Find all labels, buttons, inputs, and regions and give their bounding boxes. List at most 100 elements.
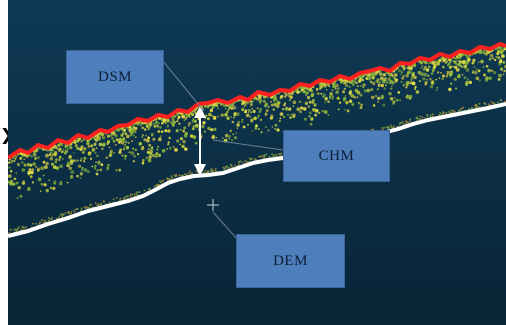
canopy-point — [112, 152, 115, 154]
ground-point — [445, 111, 448, 114]
ground-point — [16, 228, 19, 231]
ground-point — [231, 166, 234, 169]
canopy-point — [187, 122, 191, 126]
canopy-point — [19, 157, 23, 160]
ground-point — [125, 195, 128, 198]
canopy-point — [81, 166, 84, 170]
canopy-point — [187, 124, 190, 127]
canopy-point — [213, 115, 217, 119]
canopy-point — [130, 151, 135, 156]
ground-point — [399, 122, 402, 125]
canopy-point — [280, 96, 283, 98]
canopy-point — [118, 140, 121, 144]
canopy-point — [248, 115, 252, 118]
ground-point — [431, 113, 434, 116]
dsm-label: DSM — [66, 50, 164, 104]
canopy-point — [233, 116, 235, 119]
canopy-point — [312, 108, 316, 112]
canopy-point — [257, 116, 260, 119]
canopy-point — [88, 140, 91, 142]
canopy-point — [289, 99, 291, 101]
ground-point — [13, 228, 16, 231]
canopy-point — [324, 110, 328, 113]
canopy-point — [82, 147, 87, 151]
canopy-point — [46, 190, 48, 193]
canopy-point — [141, 126, 144, 130]
canopy-point — [152, 122, 155, 125]
ground-point — [178, 174, 181, 177]
canopy-point — [351, 83, 355, 86]
canopy-point — [208, 112, 212, 117]
canopy-point — [102, 142, 106, 146]
canopy-point — [264, 102, 268, 106]
canopy-point — [363, 89, 367, 93]
ground-point — [493, 102, 496, 105]
canopy-point — [287, 92, 290, 95]
canopy-point — [344, 108, 347, 111]
canopy-point — [53, 151, 58, 155]
canopy-point — [122, 148, 125, 151]
canopy-point — [280, 113, 283, 116]
canopy-point — [475, 76, 480, 81]
canopy-point — [64, 149, 69, 153]
canopy-point — [450, 82, 453, 85]
canopy-point — [427, 62, 430, 65]
canopy-point — [417, 70, 422, 75]
canopy-point — [488, 58, 491, 61]
canopy-point — [448, 87, 452, 92]
canopy-point — [213, 127, 217, 131]
canopy-point — [224, 107, 227, 110]
canopy-point — [464, 64, 467, 67]
canopy-point — [318, 111, 321, 114]
canopy-point — [298, 100, 302, 104]
canopy-point — [257, 114, 260, 118]
canopy-point — [324, 101, 327, 104]
canopy-point — [139, 124, 142, 127]
ground-point — [438, 114, 441, 116]
canopy-point — [60, 180, 62, 183]
canopy-point — [153, 124, 157, 128]
ground-point — [475, 105, 478, 108]
ground-point — [64, 212, 67, 214]
canopy-point — [427, 74, 430, 78]
ground-point — [262, 154, 265, 157]
ground-point — [278, 153, 280, 156]
canopy-point — [497, 56, 501, 60]
canopy-point — [441, 74, 445, 78]
canopy-point — [377, 96, 381, 100]
canopy-point — [21, 181, 26, 185]
canopy-point — [73, 152, 75, 154]
ground-point — [451, 109, 453, 112]
canopy-point — [258, 110, 261, 113]
canopy-point — [370, 88, 374, 92]
canopy-point — [145, 138, 150, 143]
canopy-point — [424, 81, 428, 85]
canopy-point — [99, 132, 101, 134]
canopy-point — [413, 75, 417, 80]
canopy-point — [147, 136, 151, 140]
canopy-point — [385, 80, 389, 85]
canopy-point — [474, 71, 478, 75]
canopy-point — [59, 182, 63, 186]
ground-point — [416, 116, 418, 119]
canopy-point — [270, 100, 272, 103]
canopy-point — [26, 162, 31, 167]
canopy-point — [122, 137, 126, 141]
canopy-point — [392, 102, 395, 105]
canopy-point — [76, 139, 79, 142]
canopy-point — [337, 108, 340, 111]
canopy-point — [308, 100, 312, 104]
canopy-point — [359, 94, 362, 97]
canopy-point — [270, 103, 274, 107]
canopy-point — [256, 107, 259, 110]
canopy-point — [175, 129, 179, 133]
canopy-point — [192, 125, 196, 128]
canopy-point — [327, 114, 330, 116]
ground-point — [402, 123, 405, 126]
canopy-point — [90, 144, 94, 148]
ground-point — [408, 120, 411, 123]
canopy-point — [32, 181, 34, 184]
canopy-point — [52, 186, 56, 191]
canopy-point — [233, 112, 237, 116]
canopy-point — [446, 70, 450, 74]
